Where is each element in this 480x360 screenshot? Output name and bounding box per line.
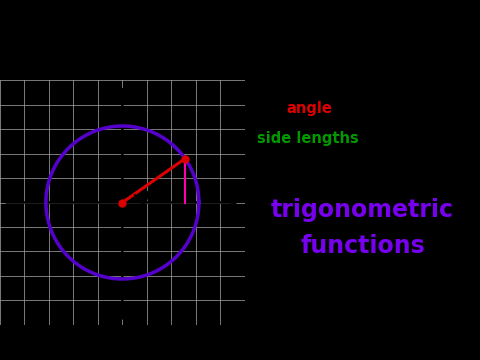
- Text: sin: sin: [298, 274, 323, 289]
- Text: cos: cos: [297, 294, 325, 310]
- Text: functions: functions: [300, 234, 425, 258]
- Text: related by several: related by several: [256, 162, 407, 177]
- Text: trigonometric: trigonometric: [271, 198, 454, 222]
- Text: sec: sec: [376, 294, 405, 310]
- Text: tan: tan: [296, 315, 325, 330]
- Text: and the: and the: [347, 100, 416, 116]
- Text: Deriving the Trigonometric Functions: Deriving the Trigonometric Functions: [28, 39, 452, 57]
- Text: cot: cot: [377, 315, 404, 330]
- Text: csc: csc: [377, 274, 404, 289]
- Text: the: the: [256, 100, 289, 116]
- Text: side lengths: side lengths: [256, 131, 358, 146]
- Text: are: are: [381, 131, 413, 146]
- Text: θ: θ: [139, 190, 149, 208]
- Text: angle: angle: [286, 100, 332, 116]
